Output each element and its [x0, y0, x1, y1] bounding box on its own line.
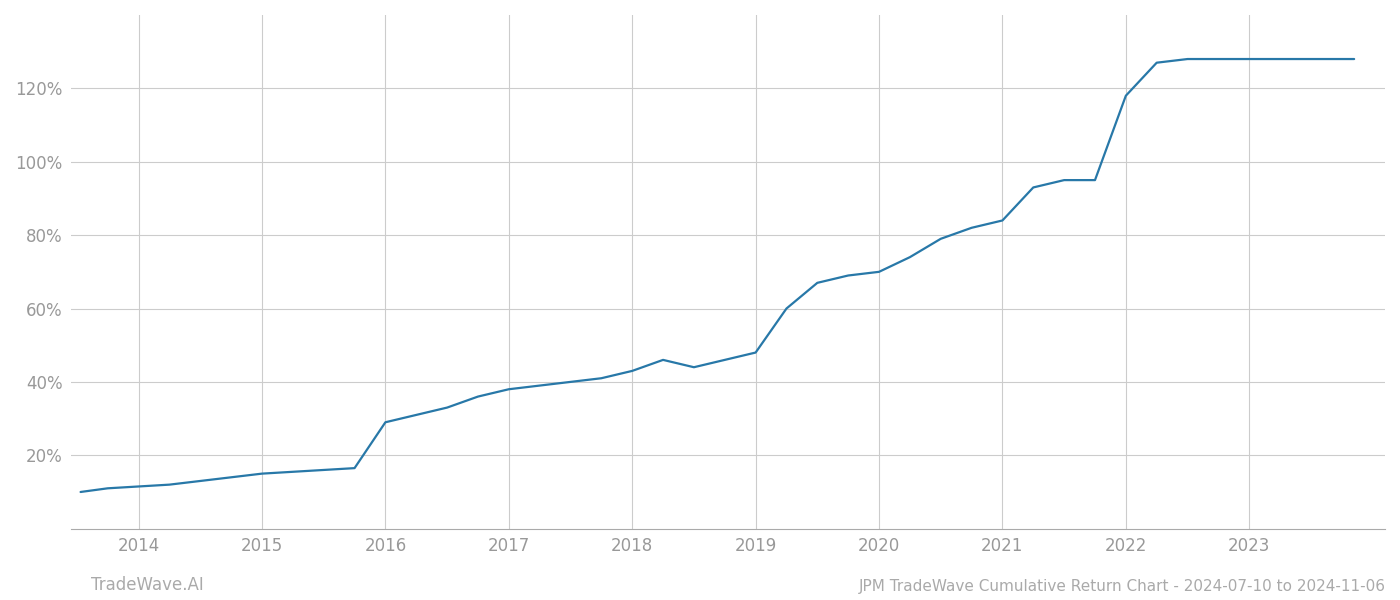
Text: TradeWave.AI: TradeWave.AI: [91, 576, 204, 594]
Text: JPM TradeWave Cumulative Return Chart - 2024-07-10 to 2024-11-06: JPM TradeWave Cumulative Return Chart - …: [860, 579, 1386, 594]
